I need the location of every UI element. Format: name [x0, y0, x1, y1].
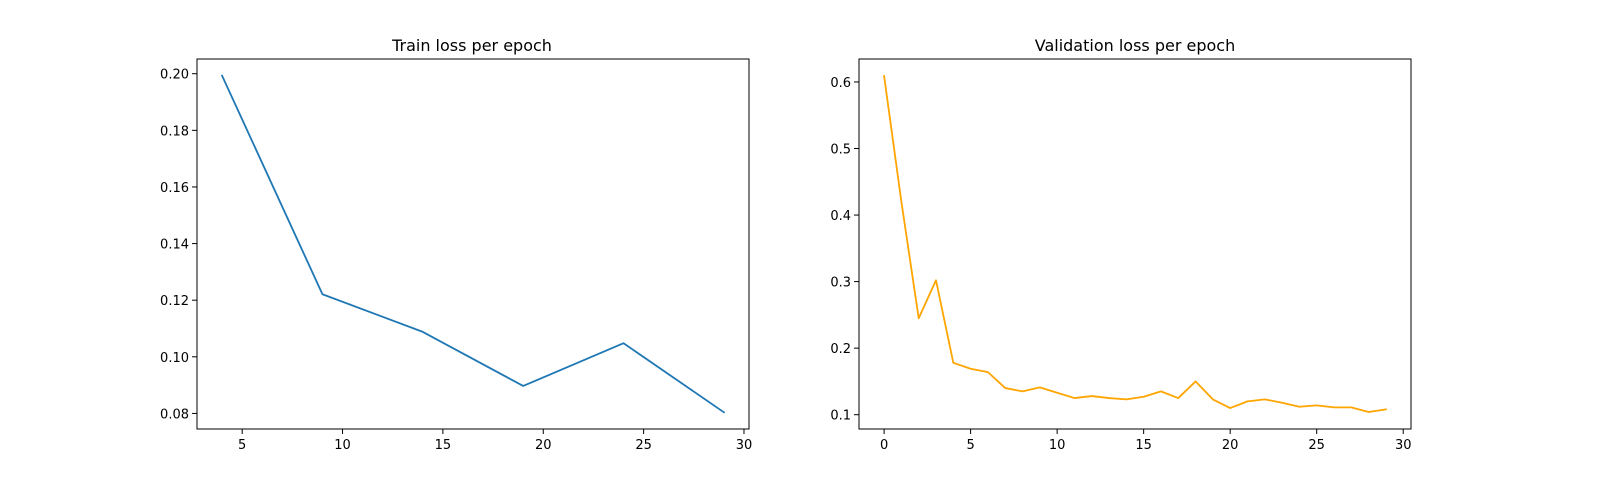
train-loss-panel: Train loss per epoch 5 10 15 20 25 30 0.08 0.10…: [160, 36, 752, 453]
validation-loss-axes-frame: [858, 58, 1412, 430]
validation-loss-x-tick-label: 0: [880, 438, 888, 453]
validation-loss-y-tick-label: 0.1: [830, 409, 851, 424]
train-loss-x-tick-label: 15: [435, 438, 452, 453]
validation-loss-y-tick-label: 0.2: [830, 342, 851, 357]
validation-loss-y-tick-label: 0.4: [830, 209, 851, 224]
validation-loss-plot-area: 0 5 10 15 20 25 30 0.1 0.2 0.3 0.4 0.5 0.6: [830, 58, 1412, 453]
train-loss-title: Train loss per epoch: [391, 36, 552, 55]
validation-loss-panel: Validation loss per epoch 0 5 10 15 20 25 30 0.…: [830, 36, 1412, 453]
train-loss-y-tick-label: 0.16: [160, 181, 189, 196]
validation-loss-x-tick-label: 25: [1308, 438, 1325, 453]
train-loss-plot-area: 5 10 15 20 25 30 0.08 0.10 0.12 0.14 0.16 0.18 0.20: [160, 58, 753, 453]
validation-loss-x-tick-label: 15: [1135, 438, 1152, 453]
train-loss-x-tick-label: 20: [535, 438, 552, 453]
validation-loss-y-tick-label: 0.3: [830, 276, 851, 291]
validation-loss-y-tick-label: 0.6: [830, 76, 851, 91]
validation-loss-x-tick-label: 10: [1049, 438, 1066, 453]
validation-loss-x-tick-label: 20: [1222, 438, 1239, 453]
train-loss-series-line: [220, 74, 726, 414]
train-loss-y-tick-label: 0.10: [160, 351, 189, 366]
validation-loss-series-line: [883, 74, 1387, 413]
train-loss-x-tick-label: 30: [736, 438, 753, 453]
validation-loss-x-tick-label: 30: [1395, 438, 1412, 453]
validation-loss-y-tick-label: 0.5: [830, 143, 851, 158]
validation-loss-title: Validation loss per epoch: [1035, 36, 1235, 55]
train-loss-y-tick-label: 0.08: [160, 407, 189, 422]
train-loss-y-tick-label: 0.20: [160, 68, 189, 83]
train-loss-x-tick-label: 10: [334, 438, 351, 453]
train-loss-x-tick-label: 5: [238, 438, 246, 453]
train-loss-y-tick-label: 0.14: [160, 238, 189, 253]
train-loss-y-tick-label: 0.18: [160, 124, 189, 139]
train-loss-y-tick-label: 0.12: [160, 294, 189, 309]
validation-loss-x-tick-label: 5: [966, 438, 974, 453]
train-loss-x-tick-label: 25: [635, 438, 652, 453]
